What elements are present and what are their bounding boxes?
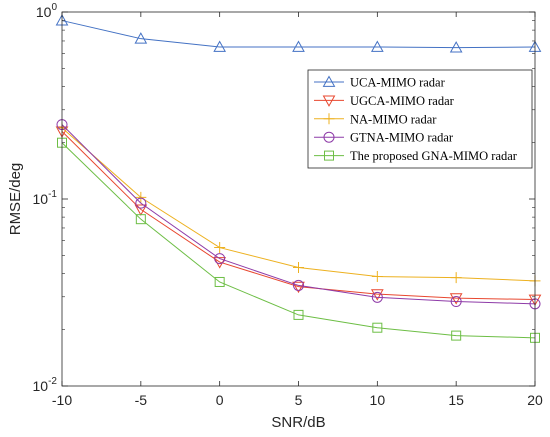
series-square [57,137,540,343]
data-point [292,40,305,52]
legend-box [307,69,533,169]
data-point [214,276,225,287]
series-line [61,20,536,49]
legend-entry: UGCA-MIMO radar [314,94,455,108]
x-tick-label: -10 [52,392,72,408]
data-point [293,309,304,320]
data-point [135,214,146,225]
legend-entry: NA-MIMO radar [314,112,437,126]
data-point [450,272,462,284]
legend-label: UCA-MIMO radar [350,76,446,90]
data-point [370,40,384,52]
x-tick-label: 20 [527,392,543,408]
data-point [371,291,383,303]
data-point [214,253,226,265]
axes-layer: -10 -5 0 5 10 15 20 10-2 10-1 100 [33,2,543,408]
legend-marker [322,75,336,87]
plot-area [62,12,535,386]
x-tick-label: 15 [448,392,464,408]
legend-label: The proposed GNA-MIMO radar [350,149,518,163]
legend-label: NA-MIMO radar [350,112,437,126]
legend-label: GTNA-MIMO radar [350,131,454,145]
data-point [450,296,462,308]
series-line [61,142,536,339]
data-point [371,271,383,283]
data-point [214,242,226,254]
legend-label: UGCA-MIMO radar [350,94,455,108]
data-point [293,279,304,291]
legend-entry: UCA-MIMO radar [314,75,446,90]
data-point [213,40,227,52]
data-point [292,281,305,294]
legend-marker [322,95,336,107]
series-layer [55,14,542,343]
data-point [449,293,463,305]
legend-marker [324,150,334,161]
data-point [135,191,147,203]
series-triangle-up [55,14,542,53]
data-point [370,289,384,301]
data-point [449,41,463,53]
x-tick-label: 10 [370,392,386,408]
data-point [293,262,304,274]
legend: UCA-MIMO radar UGCA-MIMO radar NA-MIMO rad… [307,69,533,169]
x-tick-label: -5 [135,392,148,408]
legend-entry: The proposed GNA-MIMO radar [314,149,518,163]
data-point [451,330,462,341]
legend-marker [323,113,335,125]
x-tick-label: 0 [216,392,224,408]
data-point [134,204,148,216]
legend-entry: GTNA-MIMO radar [314,131,454,145]
data-point [372,322,383,333]
data-point [134,32,148,44]
y-tick-label: 10-1 [33,189,58,207]
y-axis-label: RMSE/deg [7,163,24,236]
y-tick-label: 10-2 [33,376,58,394]
series-line [61,131,536,301]
data-point [135,197,147,209]
legend-marker [323,131,335,143]
x-axis-label: SNR/dB [271,414,325,431]
x-tick-label: 5 [295,392,303,408]
y-tick-label: 100 [36,2,58,20]
series-line [61,124,536,305]
